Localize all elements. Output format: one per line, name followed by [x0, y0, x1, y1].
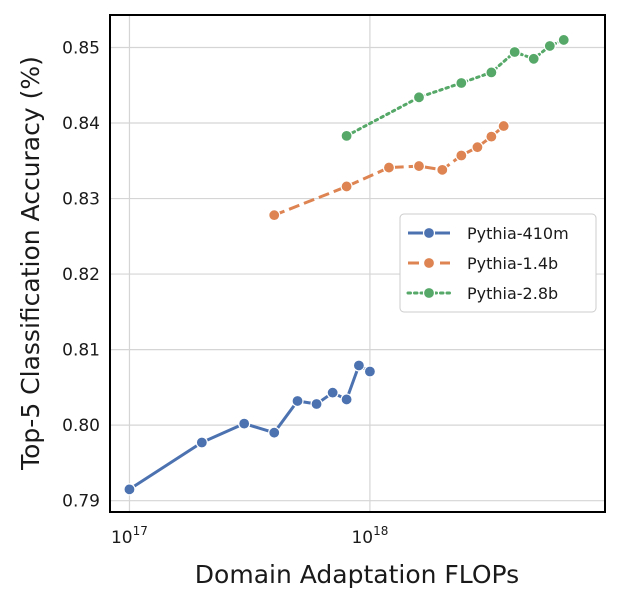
data-point	[436, 163, 449, 176]
series-layer	[123, 33, 570, 496]
data-point	[471, 141, 484, 154]
legend-box	[399, 213, 597, 313]
series-line	[128, 364, 371, 491]
plot-frame	[109, 14, 606, 513]
y-tick-labels: 0.79 0.80 0.81 0.82 0.83 0.84 0.85	[62, 38, 100, 511]
data-point	[412, 91, 426, 104]
y-tick-label: 0.85	[62, 38, 100, 58]
data-point	[238, 417, 251, 430]
legend: Pythia-410m Pythia-1.4b Pythia-2.8b	[399, 213, 597, 313]
y-tick-label: 0.81	[62, 341, 100, 361]
data-point	[326, 386, 339, 399]
series-pythia-2-8b	[340, 33, 570, 142]
data-point	[485, 66, 498, 79]
data-point	[310, 397, 323, 411]
x-tick-exponent: 17	[133, 524, 148, 538]
x-tick-label: 1017	[111, 524, 148, 548]
data-point	[455, 149, 468, 162]
y-tick-label: 0.83	[62, 190, 100, 210]
data-point	[412, 159, 426, 173]
legend-marker	[422, 256, 436, 270]
data-point	[352, 359, 366, 372]
y-tick-label: 0.79	[62, 492, 100, 512]
data-point	[557, 33, 570, 47]
data-point	[291, 394, 304, 408]
data-point	[527, 52, 540, 65]
data-point	[340, 180, 353, 193]
data-point	[382, 161, 396, 174]
data-point	[195, 436, 208, 449]
x-tick-exponent: 18	[373, 524, 388, 538]
legend-label: Pythia-1.4b	[467, 254, 558, 273]
series-pythia-410m	[123, 359, 377, 496]
x-tick-labels: 1017 1018	[111, 524, 388, 548]
data-point	[268, 426, 281, 439]
data-point	[455, 76, 468, 90]
legend-marker	[422, 226, 436, 240]
data-point	[340, 393, 353, 406]
data-point	[363, 365, 377, 378]
x-tick-base: 10	[351, 528, 373, 548]
legend-label: Pythia-410m	[467, 224, 569, 243]
y-axis-label: Top-5 Classification Accuracy (%)	[16, 56, 45, 471]
legend-marker	[422, 286, 436, 300]
data-point	[268, 209, 281, 222]
data-point	[508, 45, 521, 59]
y-tick-label: 0.84	[62, 114, 100, 134]
data-point	[340, 129, 353, 142]
x-tick-label: 1018	[351, 524, 388, 548]
data-point	[123, 483, 136, 496]
legend-label: Pythia-2.8b	[467, 284, 558, 303]
series-pythia-1-4b	[268, 119, 510, 222]
gridlines	[110, 15, 605, 512]
data-point	[485, 130, 498, 143]
y-tick-label: 0.82	[62, 265, 100, 285]
x-tick-base: 10	[111, 528, 133, 548]
data-point	[543, 39, 556, 53]
data-point	[497, 119, 510, 133]
x-axis-label: Domain Adaptation FLOPs	[195, 560, 519, 589]
y-tick-label: 0.80	[62, 416, 100, 436]
